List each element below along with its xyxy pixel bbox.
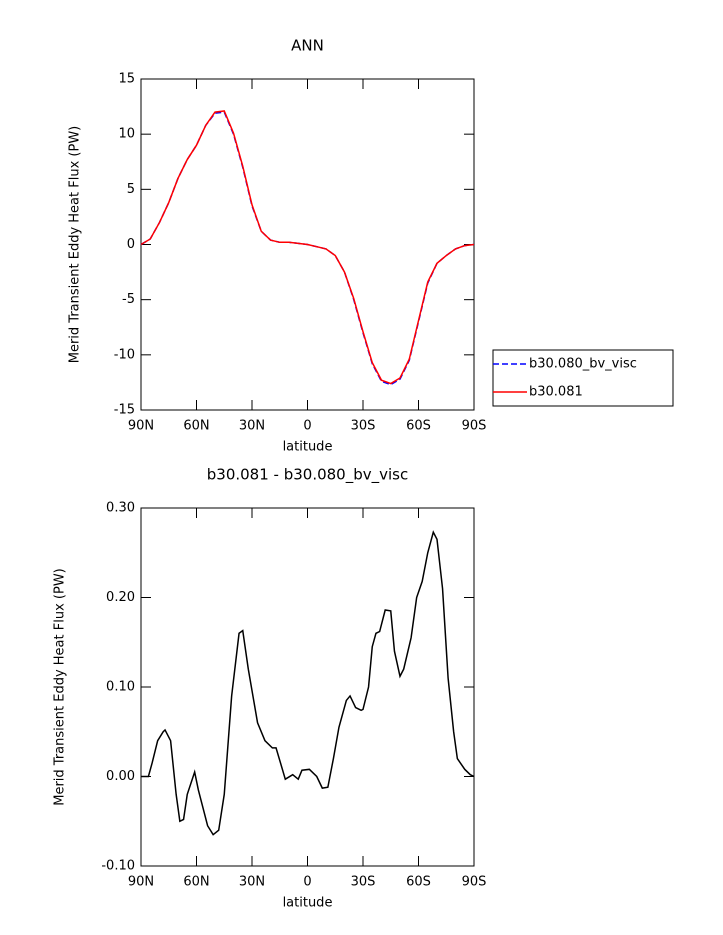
data-line [140,110,475,385]
x-tick-label: 90S [462,419,487,434]
x-tick-label: 30S [351,419,376,434]
y-tick-label: 5 [127,182,135,197]
x-tick-label: 60S [406,875,431,890]
x-tick-label: 0 [303,419,311,434]
legend-label: b30.080_bv_visc [529,357,637,372]
x-tick-label: 90N [128,875,154,890]
legend-box [492,349,674,407]
x-tick-label: 90N [128,419,154,434]
plot-frame [140,507,475,867]
x-axis-label: latitude [283,440,333,455]
chart-title: ANN [291,37,324,55]
y-tick-label: 10 [118,127,135,142]
x-tick-label: 30S [351,875,376,890]
x-axis-label: latitude [283,896,333,911]
x-tick-label: 30N [239,875,265,890]
y-tick-label: -5 [122,292,135,307]
x-tick-label: 60N [183,419,209,434]
y-tick-label: 0 [127,237,135,252]
x-tick-label: 0 [303,875,311,890]
chart-title: b30.081 - b30.080_bv_visc [207,466,408,485]
y-tick-label: -15 [114,403,135,418]
x-tick-label: 30N [239,419,265,434]
y-axis-label: Merid Transient Eddy Heat Flux (PW) [68,126,83,364]
y-tick-label: 0.10 [106,680,135,695]
y-tick-label: 0.30 [106,501,135,516]
y-tick-label: 15 [118,72,135,87]
legend-label: b30.081 [529,385,583,400]
data-line [141,530,475,836]
x-tick-label: 90S [462,875,487,890]
y-tick-label: -10 [114,347,135,362]
y-tick-label: -0.10 [101,859,135,874]
y-tick-label: 0.00 [106,769,135,784]
y-tick-label: 0.20 [106,590,135,605]
x-tick-label: 60S [406,419,431,434]
y-axis-label: Merid Transient Eddy Heat Flux (PW) [53,568,68,806]
x-tick-label: 60N [183,875,209,890]
